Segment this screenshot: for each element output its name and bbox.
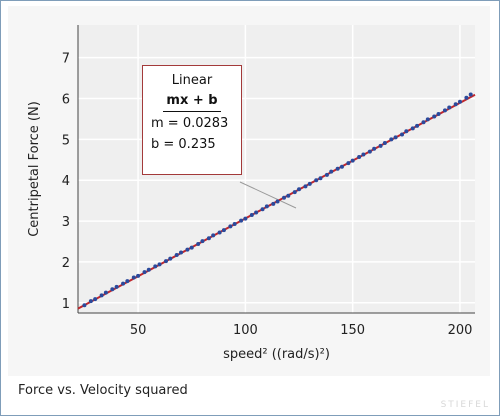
fit-callout-connector [239,181,297,209]
y-tick-label: 7 [62,52,70,67]
fit-slope: m = 0.0283 [151,116,229,131]
data-point [121,281,126,286]
x-axis-label: speed² ((rad/s)²) [223,347,330,362]
data-point [410,126,415,131]
x-tick-label: 200 [448,323,473,338]
data-point [468,92,473,97]
data-point [453,102,458,107]
data-point [393,135,398,140]
data-point [457,99,462,104]
data-point [260,207,265,212]
data-point [243,216,248,221]
data-point [389,137,394,142]
data-point [232,221,237,226]
data-point [93,297,98,302]
scatter-chart: 50 100 150 200 1 2 3 4 5 6 7 speed² ((rad/s)²) Centr… [27,25,476,362]
data-point [447,105,452,110]
data-point [314,178,319,183]
data-point [99,293,104,298]
data-point [131,275,136,280]
data-point [436,112,441,117]
y-tick-label: 6 [62,93,70,108]
data-point [382,141,387,146]
data-point [142,270,147,275]
data-point [404,129,409,134]
fit-intercept: b = 0.235 [151,137,216,152]
data-point [221,228,226,233]
data-point [153,264,158,269]
data-point [425,117,430,122]
data-point [114,284,119,289]
fit-title: Linear [171,73,213,88]
data-point [254,210,259,215]
y-tick-label: 5 [62,133,70,148]
data-point [367,149,372,154]
data-point [335,166,340,171]
data-point [286,193,291,198]
data-point [292,190,297,195]
data-point [228,224,233,229]
data-point [307,181,312,186]
y-tick-label: 1 [62,297,70,312]
y-tick-label: 3 [62,215,70,230]
data-point [350,158,355,163]
chart-caption: Force vs. Velocity squared [18,383,188,398]
linear-fit-box[interactable]: Linear mx + b m = 0.0283 b = 0.235 [142,65,242,175]
data-point [297,187,302,192]
data-point [400,132,405,137]
data-point [125,279,130,284]
data-point [163,259,168,264]
data-point [442,108,447,113]
chart-panel: 50 100 150 200 1 2 3 4 5 6 7 speed² ((rad/s)²) Centr… [8,6,490,376]
data-point [264,204,269,209]
data-point [157,262,162,267]
x-tick-label: 100 [233,323,258,338]
data-point [239,218,244,223]
data-point [303,184,308,189]
data-point [271,201,276,206]
data-point [464,95,469,100]
data-point [421,120,426,125]
data-point [136,273,141,278]
data-point [378,143,383,148]
data-point [357,154,362,159]
data-point [179,250,184,255]
data-point [146,267,151,272]
data-point [249,212,254,217]
data-point [346,161,351,166]
data-point [82,303,87,308]
y-axis-label: Centripetal Force (N) [27,101,42,237]
data-point [339,164,344,169]
data-point [318,176,323,181]
data-point [432,114,437,119]
data-point [196,241,201,246]
data-point [110,287,115,292]
data-point [168,256,173,261]
data-point [361,152,366,157]
y-tick-label: 2 [62,256,70,271]
data-point [275,199,280,204]
fit-formula-underline [163,111,221,112]
fit-formula: mx + b [166,93,218,108]
data-point [324,172,329,177]
y-tick-label: 4 [62,174,70,189]
data-point [206,236,211,241]
data-point [329,169,334,174]
data-point [282,195,287,200]
watermark: STIEFEL [440,400,490,410]
data-point [103,290,108,295]
data-point [217,230,222,235]
data-point [185,247,190,252]
data-point [88,299,93,304]
data-point [189,245,194,250]
data-point [372,146,377,151]
data-point [200,239,205,244]
x-tick-label: 50 [130,323,147,338]
data-point [174,252,179,257]
data-point [211,233,216,238]
x-tick-label: 150 [340,323,365,338]
data-point [415,123,420,128]
